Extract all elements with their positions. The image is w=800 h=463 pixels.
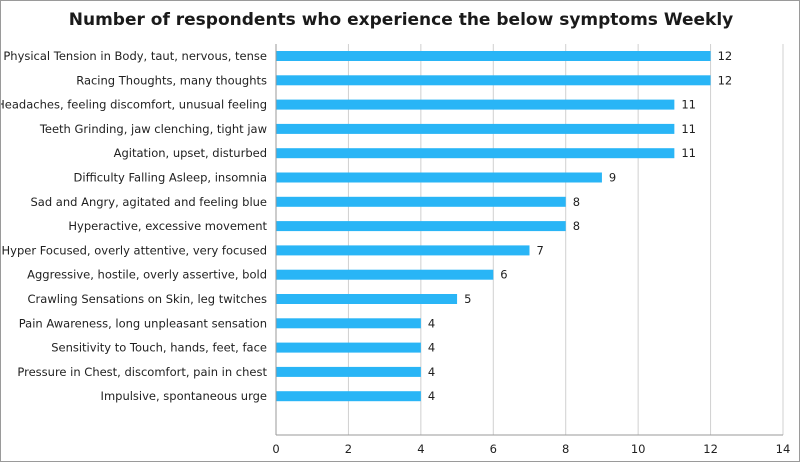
data-label: 6 (500, 268, 507, 282)
category-label: Sensitivity to Touch, hands, feet, face (51, 341, 267, 355)
data-label: 4 (428, 341, 435, 355)
data-label: 7 (537, 243, 544, 257)
data-label: 4 (428, 365, 435, 379)
x-tick-label: 14 (776, 442, 791, 456)
category-label: Physical Tension in Body, taut, nervous,… (3, 49, 267, 63)
data-label: 8 (573, 219, 580, 233)
data-label: 11 (681, 146, 696, 160)
bar (276, 148, 675, 159)
category-label: Agitation, upset, disturbed (114, 146, 267, 160)
bar (276, 391, 421, 402)
category-label: Hyper Focused, overly attentive, very fo… (2, 243, 268, 257)
bar (276, 318, 421, 329)
x-tick-label: 10 (631, 442, 646, 456)
x-tick-label: 4 (417, 442, 424, 456)
category-label: Teeth Grinding, jaw clenching, tight jaw (39, 122, 267, 136)
data-label: 11 (681, 122, 696, 136)
category-label: Crawling Sensations on Skin, leg twitche… (28, 292, 267, 306)
x-tick-label: 0 (272, 442, 279, 456)
bar (276, 294, 458, 304)
category-label: Pressure in Chest, discomfort, pain in c… (17, 365, 267, 379)
data-label: 12 (718, 73, 733, 87)
data-label: 8 (573, 195, 580, 209)
category-label: Sad and Angry, agitated and feeling blue (30, 195, 267, 209)
bar (276, 99, 675, 110)
x-tick-label: 6 (490, 442, 497, 456)
bar (276, 366, 421, 377)
data-label: 4 (428, 316, 435, 330)
data-label: 9 (609, 171, 616, 185)
category-label: Difficulty Falling Asleep, insomnia (74, 171, 267, 185)
bar (276, 51, 711, 61)
bar (276, 245, 530, 256)
category-label: Racing Thoughts, many thoughts (76, 73, 267, 87)
x-tick-label: 2 (345, 442, 352, 456)
bar (276, 75, 711, 86)
category-label: Headaches, feeling discomfort, unusual f… (1, 98, 267, 112)
chart-title: Number of respondents who experience the… (68, 10, 734, 30)
category-label: Aggressive, hostile, overly assertive, b… (27, 268, 267, 282)
data-label: 11 (681, 98, 696, 112)
bar (276, 269, 494, 280)
data-label: 12 (718, 49, 733, 63)
bar (276, 196, 566, 207)
data-label: 5 (464, 292, 471, 306)
bar (276, 123, 675, 134)
bar (276, 221, 566, 232)
bar (276, 172, 602, 183)
data-label: 4 (428, 389, 435, 403)
x-tick-label: 12 (703, 442, 718, 456)
category-label: Hyperactive, excessive movement (68, 219, 267, 233)
bar (276, 342, 421, 353)
x-tick-label: 8 (562, 442, 569, 456)
category-label: Impulsive, spontaneous urge (101, 389, 267, 403)
category-label: Pain Awareness, long unpleasant sensatio… (19, 316, 267, 330)
